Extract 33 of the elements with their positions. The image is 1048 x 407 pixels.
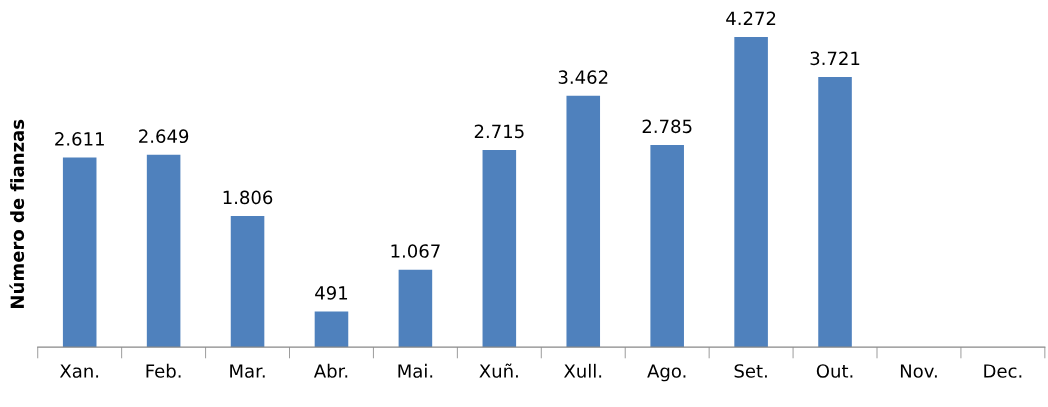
bar: [818, 77, 852, 348]
bar: [146, 154, 181, 348]
bar: [398, 269, 433, 348]
bar: [230, 216, 265, 348]
data-label: 2.715: [474, 124, 524, 139]
bar: [482, 150, 517, 348]
y-axis-title: Número de fianzas: [9, 119, 25, 308]
x-tick-label: Xull.: [564, 363, 602, 378]
x-tick-label: Out.: [816, 364, 853, 378]
bar: [62, 157, 97, 348]
x-tick-label: Dec.: [984, 364, 1022, 378]
data-label: 2.649: [139, 129, 189, 144]
x-tick-label: Feb.: [146, 363, 181, 378]
bar: [734, 37, 768, 348]
x-tick-label: Set.: [734, 364, 767, 378]
x-tick-label: Xan.: [59, 364, 99, 378]
data-label: 2.611: [55, 132, 104, 146]
data-label: 4.272: [726, 11, 776, 25]
x-tick-label: Nov.: [900, 364, 937, 378]
x-tick-label: Xuñ.: [479, 363, 518, 378]
x-tick-label: Mai.: [398, 363, 433, 378]
data-label: 1.806: [223, 190, 273, 205]
data-label: 3.462: [558, 70, 608, 84]
bar: [314, 311, 349, 348]
data-label: 1.067: [391, 244, 440, 258]
data-label: 2.785: [642, 119, 692, 134]
x-tick-label: Abr.: [313, 363, 348, 378]
bar: [566, 95, 601, 348]
bar: [650, 144, 684, 348]
data-label: 3.721: [810, 51, 860, 66]
x-tick-label: Mar.: [230, 364, 265, 378]
data-label: 491: [315, 286, 348, 300]
x-tick-label: Ago.: [647, 364, 686, 382]
